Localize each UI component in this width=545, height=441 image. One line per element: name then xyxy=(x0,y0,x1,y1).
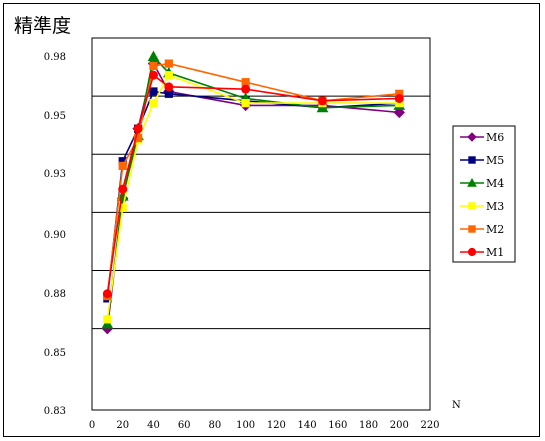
x-tick-label: 40 xyxy=(147,420,160,431)
legend: M6 M5 M4 M3 M2 M1 xyxy=(452,125,516,263)
legend-item: M6 xyxy=(460,131,504,144)
y-tick-label: 0.98 xyxy=(44,52,66,63)
x-tick-label: 160 xyxy=(328,420,347,431)
data-point xyxy=(468,202,476,210)
legend-item: M1 xyxy=(460,246,504,259)
data-point xyxy=(467,247,477,257)
data-point xyxy=(467,132,477,142)
data-point xyxy=(103,315,112,324)
x-tick-label: 100 xyxy=(236,420,255,431)
y-tick-label: 0.85 xyxy=(44,348,66,359)
legend-label: M6 xyxy=(486,131,504,144)
data-point xyxy=(164,71,173,80)
x-tick-label: 180 xyxy=(359,420,378,431)
data-point xyxy=(468,225,476,233)
chart-frame xyxy=(3,3,540,437)
x-tick-label: 60 xyxy=(178,420,191,431)
y-axis-ticks: 0.83 0.85 0.88 0.90 0.93 0.95 0.98 xyxy=(44,52,66,417)
data-point xyxy=(241,99,250,108)
data-point xyxy=(316,101,329,113)
data-point xyxy=(468,156,476,164)
data-point xyxy=(164,59,173,68)
data-point xyxy=(164,82,174,92)
legend-label: M4 xyxy=(486,177,504,190)
legend-item: M3 xyxy=(460,200,504,213)
data-point xyxy=(118,184,128,194)
series-line xyxy=(106,73,400,294)
x-tick-label: 0 xyxy=(89,420,95,431)
series-line xyxy=(106,74,400,320)
legend-item: M2 xyxy=(460,223,504,236)
y-tick-label: 0.95 xyxy=(44,111,66,122)
data-point xyxy=(133,133,143,143)
x-tick-label: 120 xyxy=(267,420,286,431)
series-group xyxy=(101,50,406,335)
y-tick-label: 0.88 xyxy=(44,289,66,300)
x-axis-label: N xyxy=(452,400,461,411)
x-tick-label: 20 xyxy=(116,420,129,431)
x-axis-ticks: 0 20 40 60 80 100 120 140 160 180 200 220 xyxy=(89,420,440,431)
y-tick-label: 0.90 xyxy=(44,230,66,241)
data-point xyxy=(149,61,158,70)
data-point xyxy=(148,70,158,80)
data-point xyxy=(101,317,114,329)
data-point xyxy=(317,96,327,106)
chart-title: 精準度 xyxy=(14,15,72,37)
data-point xyxy=(241,84,251,94)
data-point xyxy=(118,203,127,212)
y-tick-label: 0.93 xyxy=(44,169,66,180)
legend-label: M1 xyxy=(486,246,504,259)
data-point xyxy=(133,124,143,134)
legend-box xyxy=(452,125,516,263)
x-tick-label: 200 xyxy=(390,420,409,431)
legend-item: M5 xyxy=(460,154,504,167)
data-point xyxy=(149,87,158,96)
data-point xyxy=(394,93,404,103)
data-point xyxy=(147,50,160,62)
legend-item: M4 xyxy=(460,177,504,190)
data-point xyxy=(149,99,158,108)
x-tick-label: 80 xyxy=(209,420,222,431)
legend-label: M2 xyxy=(486,223,504,236)
data-point xyxy=(467,177,477,187)
plot-area xyxy=(91,37,431,411)
x-tick-label: 220 xyxy=(420,420,439,431)
x-tick-label: 140 xyxy=(298,420,317,431)
legend-label: M5 xyxy=(486,154,504,167)
data-point xyxy=(118,161,127,170)
y-tick-label: 0.83 xyxy=(44,406,66,417)
series-m1 xyxy=(102,70,404,299)
data-point xyxy=(102,289,112,299)
legend-label: M3 xyxy=(486,200,504,213)
series-line xyxy=(106,62,400,297)
